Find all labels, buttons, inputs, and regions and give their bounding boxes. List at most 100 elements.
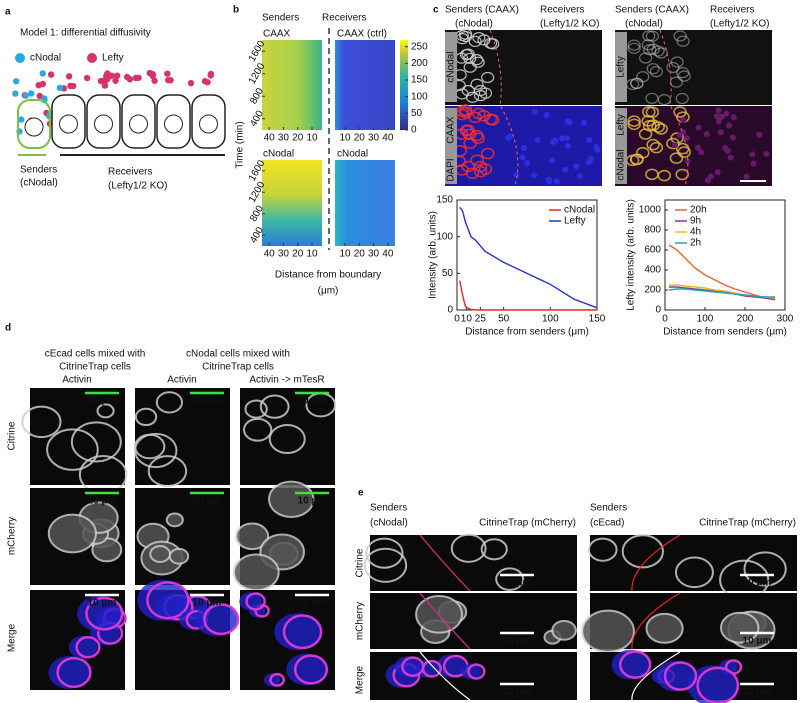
lefty-dot — [149, 72, 156, 80]
colorbar-tick: 100 — [411, 91, 428, 102]
x-tick-label: 20 — [292, 133, 304, 144]
y-tick-label: 400 — [644, 265, 661, 276]
cell-outline — [470, 154, 484, 166]
cell — [263, 673, 281, 687]
cell-outline — [630, 77, 644, 89]
label: Receivers — [540, 5, 584, 16]
cell-outline — [165, 512, 184, 528]
cell — [239, 592, 262, 611]
nucleus — [534, 137, 541, 144]
cell-outline — [468, 35, 482, 48]
scale-label: 10 μm — [743, 636, 772, 647]
scale-label: 10 μm — [88, 496, 117, 507]
colorbar-tick: 250 — [411, 41, 428, 52]
label: (cNodal) — [20, 178, 58, 189]
nodal-dot — [27, 90, 35, 97]
cell-outline — [75, 636, 101, 659]
nucleus — [727, 154, 734, 161]
nucleus — [715, 118, 722, 125]
scale-label: 10 μm — [298, 396, 327, 407]
cell-outline — [469, 129, 484, 142]
lefty-dot — [39, 80, 47, 88]
cell-outline — [134, 432, 178, 469]
scale-label: 10 μm — [193, 496, 222, 507]
cell — [436, 654, 466, 678]
lefty-dot — [165, 76, 172, 84]
cell-outline — [673, 30, 687, 42]
cell-outline — [254, 603, 270, 618]
nucleus — [549, 138, 556, 145]
nucleus — [593, 144, 600, 151]
axis-label: Distance from senders (μm) — [465, 327, 589, 338]
cell-outline — [587, 537, 618, 562]
colorbar — [400, 40, 408, 130]
nucleus — [726, 122, 733, 129]
label: Receivers — [322, 13, 366, 24]
x-tick-label: 20 — [292, 249, 304, 260]
nucleus — [24, 117, 44, 137]
cell — [394, 656, 421, 678]
cell — [48, 656, 90, 689]
nucleus — [573, 163, 580, 170]
x-tick-label: 20 — [354, 249, 366, 260]
nucleus — [695, 124, 702, 131]
cell-outline — [641, 39, 655, 51]
colorbar-tick: 200 — [411, 58, 428, 69]
cell-outline — [243, 417, 273, 442]
nucleus — [566, 119, 573, 126]
nodal-dot — [39, 70, 46, 77]
y-tick-label: 800 — [644, 225, 661, 236]
label: (cNodal) — [625, 19, 663, 30]
colorbar-tick: 150 — [411, 75, 428, 86]
y-tick-label: 600 — [644, 245, 661, 256]
scale-label: 10 μm — [503, 636, 532, 647]
label: DAPI — [446, 158, 457, 181]
lefty-dot — [201, 78, 209, 85]
lefty-dot — [104, 75, 111, 83]
nucleus — [543, 112, 550, 119]
channel-tab — [615, 32, 627, 102]
x-tick-label: 30 — [368, 133, 380, 144]
heatmap — [262, 160, 322, 246]
colorbar-tick: 50 — [411, 108, 423, 119]
cell-outline — [551, 619, 577, 641]
cell-outline — [627, 39, 641, 51]
cell-outline — [743, 551, 787, 587]
scale-label: 10 μm — [193, 598, 222, 609]
lefty-dot — [123, 73, 131, 81]
cell-outline — [56, 656, 92, 689]
cell-outline — [675, 92, 689, 105]
legend-text: 20h — [690, 205, 707, 216]
panel-letter: a — [5, 7, 11, 18]
cell-outline — [147, 455, 188, 488]
cell-outline — [669, 152, 684, 164]
cell — [461, 663, 482, 680]
x-tick-label: 40 — [264, 249, 276, 260]
lefty-dot — [135, 74, 142, 81]
cell-outline — [203, 603, 240, 636]
label: Senders — [590, 503, 627, 514]
x-tick-label: 10 — [306, 249, 318, 260]
lefty-dot — [151, 77, 158, 84]
label: Merge — [355, 665, 366, 694]
cell-outline — [146, 581, 190, 620]
cell-outline — [282, 614, 323, 650]
y-tick-label: 200 — [644, 285, 661, 296]
cell-outline — [473, 160, 488, 173]
cell-outline — [641, 115, 656, 127]
scale-label: 10 μm — [743, 578, 772, 589]
lefty-dot — [47, 71, 55, 78]
scale-label: 10 μm — [503, 687, 532, 698]
x-tick-label: 10 — [339, 249, 351, 260]
legend-text: 2h — [690, 238, 701, 249]
nucleus — [714, 169, 721, 176]
scale-label: 10 μm — [298, 598, 327, 609]
cell-outline — [168, 547, 190, 565]
boundary — [659, 29, 689, 187]
cell-outline — [657, 169, 672, 182]
scale-label: 10 μm — [88, 598, 117, 609]
nucleus — [750, 160, 757, 167]
nucleus — [562, 166, 569, 173]
nodal-dot — [12, 90, 19, 97]
label: Senders (CAAX) — [445, 5, 519, 16]
